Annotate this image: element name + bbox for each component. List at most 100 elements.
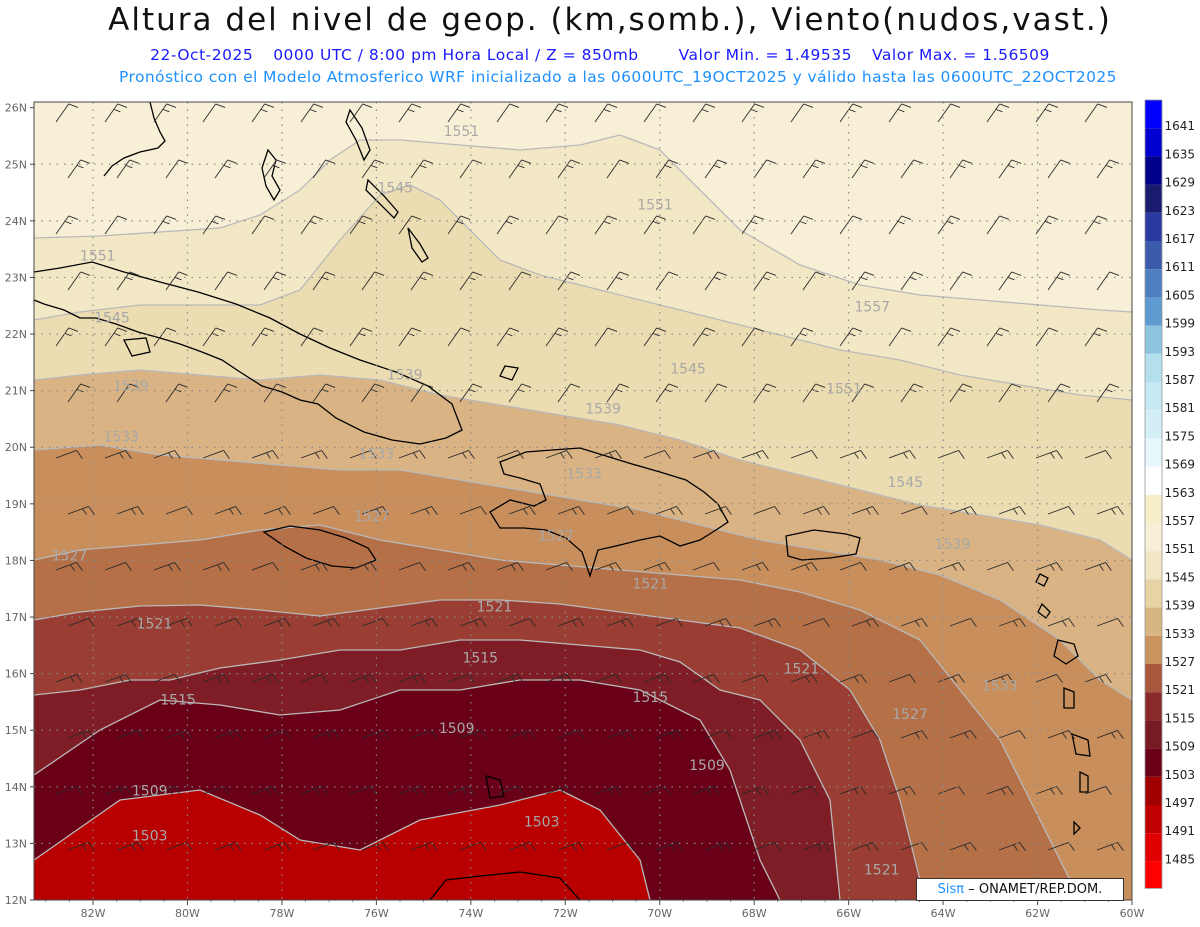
wind-barb [263,159,287,179]
wind-barb [361,618,389,627]
wind-barb [55,327,79,347]
colorbar-label: 1491 [1164,824,1195,838]
y-tick-label: 13N [5,837,27,850]
wind-barb [704,271,728,291]
contour-label: 1515 [160,693,196,709]
x-tick-label: 66W [836,907,861,920]
wind-barb [753,730,781,739]
wind-barb [1096,383,1120,403]
wind-barb [410,159,434,179]
colorbar-swatch [1145,523,1162,552]
wind-barb [165,842,193,851]
wind-barb [153,674,181,683]
wind-barb [153,327,177,347]
bahamas-eleuthera [365,178,399,220]
wind-barb [410,383,434,403]
wind-barb [361,271,385,291]
max-value: Valor Max. = 1.56509 [872,46,1050,64]
wind-barb [839,786,867,795]
wind-barb [251,215,275,235]
wind-barb [459,506,487,515]
contour-label: 1503 [524,814,560,830]
wind-barb [949,383,973,403]
wind-barb [643,450,671,459]
wind-barb [55,450,83,459]
colorbar-label: 1557 [1164,514,1195,528]
wind-barb [496,674,524,683]
wind-barb [55,674,83,683]
wind-barb [998,842,1026,851]
wind-barb [900,842,928,851]
wind-barb [998,383,1022,403]
wind-barb [704,618,732,627]
wind-barb [508,159,532,179]
wind-barb [655,842,683,851]
wind-barb [998,618,1026,627]
wind-barb [888,786,916,795]
contour-label: 1551 [444,124,480,140]
contour-label: 1551 [80,248,116,264]
colorbar-label: 1563 [1164,486,1195,500]
wind-barb [398,450,426,459]
wind-barb [496,215,520,235]
wind-barb [312,618,340,627]
wind-barb [741,562,769,571]
colorbar-swatch [1145,156,1162,185]
colorbar-label: 1485 [1164,852,1195,866]
contour-label: 1515 [462,650,498,666]
colorbar-swatch [1145,241,1162,270]
wind-barb [104,103,128,123]
contour-label: 1521 [137,616,173,632]
wind-barb [704,383,728,403]
wind-barb [349,327,373,347]
wind-barb [214,159,238,179]
wind-barb [263,271,287,291]
wind-barb [986,450,1014,459]
wind-barb [1084,327,1108,347]
wind-barb [802,506,830,515]
wind-barb [202,562,230,571]
wind-barb [447,674,475,683]
wind-barb [753,506,781,515]
colorbar-swatch [1145,466,1162,495]
wind-barb [802,730,830,739]
colorbar-label: 1515 [1164,711,1195,725]
contour-label: 1527 [892,707,928,723]
wind-barb [1096,159,1120,179]
wind-barb [594,327,618,347]
wind-barb [1096,618,1124,627]
wind-barb [839,450,867,459]
y-tick-label: 21N [5,385,27,398]
colorbar-swatch [1145,438,1162,467]
wind-barb [557,730,585,739]
wind-barb [790,215,814,235]
wind-barb [496,786,524,795]
colorbar-label: 1641 [1164,119,1195,133]
colorbar-label: 1539 [1164,599,1195,613]
y-tick-label: 23N [5,271,27,284]
wind-barb [655,506,683,515]
wind-barb [594,450,622,459]
contour-line [34,639,841,900]
wind-barb [67,271,91,291]
wind-barb [545,103,569,123]
contour-line [34,134,1132,313]
colorbar-swatch [1145,494,1162,523]
wind-barb [214,383,238,403]
wind-barb [1084,786,1112,795]
y-tick-label: 18N [5,554,27,567]
colorbar-frame [1144,99,1163,889]
wind-barb [790,327,814,347]
shading-band [34,135,1132,400]
colorbar-label: 1569 [1164,458,1195,472]
wind-barb [692,103,716,123]
wind-barb [251,450,279,459]
wind-barb [251,327,275,347]
wind-barb [643,327,667,347]
wind-barb [508,271,532,291]
contour-label: 1509 [689,758,725,774]
y-tick-label: 16N [5,668,27,681]
shading-band [34,640,1132,900]
colorbar-swatch [1145,776,1162,805]
wind-barb [643,786,671,795]
